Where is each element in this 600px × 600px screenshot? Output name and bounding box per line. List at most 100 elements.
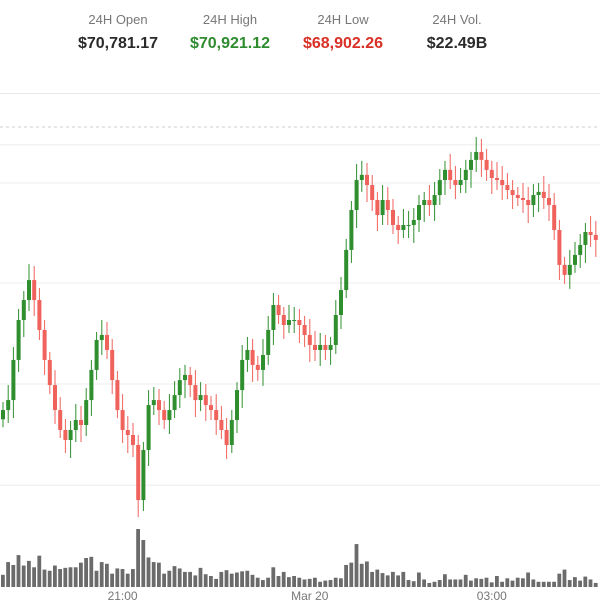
candle-body	[578, 244, 583, 255]
volume-bar	[157, 562, 161, 587]
volume-bar	[578, 580, 582, 587]
candle-body	[99, 334, 104, 340]
volume-bar	[541, 581, 546, 587]
volume-bar	[53, 565, 57, 587]
candle-body	[63, 430, 68, 440]
volume-bar	[531, 579, 536, 587]
volume-bar	[73, 567, 78, 587]
candle-body	[344, 249, 349, 291]
volume-bar	[240, 571, 244, 587]
candle-body	[261, 354, 265, 370]
stat-value: $70,921.12	[189, 35, 271, 52]
volume-bar	[489, 582, 494, 587]
candle-body	[552, 205, 557, 230]
candle-body	[375, 200, 380, 215]
volume-bar	[16, 555, 21, 587]
volume-bar	[593, 582, 598, 587]
candle-body	[531, 195, 536, 206]
volume-bar	[313, 577, 317, 587]
volume-bar	[432, 581, 437, 587]
volume-bar	[89, 556, 94, 587]
volume-bar	[536, 581, 541, 587]
volume-bar	[63, 567, 68, 587]
candle-body	[541, 191, 546, 198]
candle-body	[136, 444, 141, 501]
candle-body	[339, 290, 343, 316]
candle-body	[380, 200, 385, 215]
volume-bar	[333, 577, 338, 587]
candle-body	[68, 430, 73, 440]
volume-bar	[58, 569, 62, 587]
candle-body	[287, 320, 291, 325]
candle-body	[131, 435, 135, 445]
volume-bar	[359, 563, 364, 587]
candle-body	[323, 344, 328, 350]
candle-body	[474, 151, 479, 160]
candle-body	[183, 374, 187, 381]
volume-bar	[479, 578, 484, 587]
volume-bar	[380, 573, 385, 587]
candle-body	[47, 359, 52, 386]
stat-label: 24H Open	[88, 12, 148, 27]
volume-bar	[261, 580, 265, 587]
volume-bar	[437, 580, 442, 587]
volume-bar	[68, 567, 73, 587]
volume-bar	[229, 573, 234, 587]
candle-body	[458, 180, 463, 186]
volume-bar	[443, 574, 447, 587]
candle-body	[411, 219, 416, 225]
candle-body	[193, 385, 198, 401]
candle-body	[79, 420, 83, 426]
volume-bar	[385, 575, 390, 587]
volume-bar	[427, 582, 432, 587]
volume-bar	[79, 562, 83, 587]
volume-bar	[510, 580, 515, 587]
candle-body	[333, 315, 338, 345]
volume-bar	[521, 578, 525, 587]
volume-bar	[1, 574, 5, 587]
volume-bar	[188, 571, 192, 587]
volume-bar	[198, 567, 203, 587]
candle-body	[198, 395, 203, 401]
candle-body	[354, 180, 359, 211]
candle-body	[37, 300, 42, 330]
candle-body	[573, 254, 577, 265]
volume-bar	[271, 567, 276, 587]
stat-label: 24H Low	[317, 12, 369, 27]
volume-bar	[136, 529, 140, 587]
volume-bar	[406, 580, 411, 587]
candle-body	[510, 190, 515, 196]
volume-bar	[318, 581, 322, 587]
candle-body	[1, 410, 5, 420]
volume-bar	[411, 581, 416, 587]
volume-bar	[99, 562, 104, 587]
volume-bar	[463, 574, 468, 587]
candle-body	[281, 315, 286, 325]
volume-bar	[573, 577, 577, 587]
candle-body	[167, 410, 172, 421]
candle-body	[219, 420, 224, 431]
volume-bar	[375, 569, 380, 587]
candle-body	[224, 430, 229, 445]
x-tick-label: 03:00	[477, 589, 507, 600]
volume-bar	[84, 558, 88, 587]
candle-body	[443, 169, 447, 181]
candle-body	[297, 320, 302, 325]
candle-body	[526, 200, 531, 206]
candle-body	[500, 180, 505, 186]
candle-body	[417, 205, 421, 220]
candle-body	[229, 420, 234, 445]
volume-bar	[349, 562, 354, 587]
volume-bar	[484, 577, 489, 587]
volume-bar	[47, 570, 52, 587]
candle-body	[370, 185, 375, 201]
candle-body	[453, 180, 458, 186]
volume-bar	[266, 577, 270, 587]
candle-body	[53, 385, 57, 411]
candle-body	[240, 359, 245, 391]
volume-bar	[354, 544, 359, 587]
candle-body	[427, 200, 432, 206]
candle-body	[110, 349, 115, 381]
volume-bar	[125, 573, 130, 587]
